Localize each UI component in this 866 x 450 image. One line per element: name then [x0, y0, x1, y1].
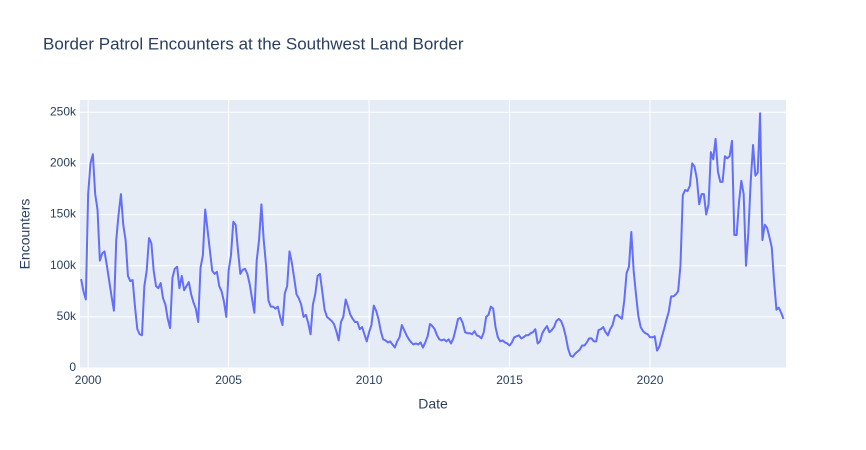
x-axis-title: Date	[418, 396, 448, 412]
y-tick-label: 250k	[50, 104, 77, 118]
x-tick-label: 2005	[215, 373, 242, 387]
x-tick-label: 2000	[75, 373, 102, 387]
data-line	[80, 112, 785, 358]
y-tick-label: 150k	[50, 207, 77, 221]
x-tick-label: 2020	[637, 373, 664, 387]
y-tick-label: 100k	[50, 258, 77, 272]
y-tick-label: 200k	[50, 156, 77, 170]
plot-area	[80, 100, 786, 368]
y-tick-label: 0	[69, 360, 76, 374]
y-tick-label: 50k	[57, 309, 77, 323]
x-tick-label: 2010	[356, 373, 383, 387]
y-axis-title: Encounters	[17, 199, 33, 270]
x-tick-label: 2015	[496, 373, 523, 387]
chart-title: Border Patrol Encounters at the Southwes…	[43, 34, 464, 53]
